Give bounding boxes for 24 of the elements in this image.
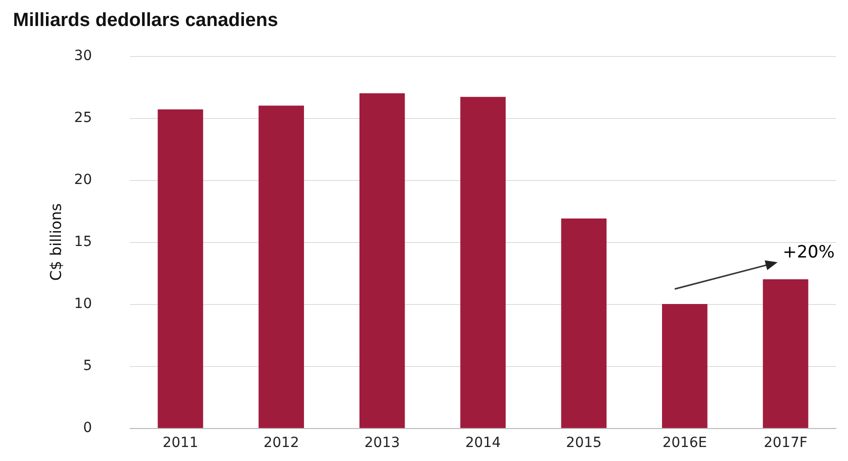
y-tick-label: 30 (74, 48, 92, 64)
bar (258, 106, 304, 428)
x-tick-label: 2014 (465, 435, 501, 451)
x-tick-label: 2011 (162, 435, 198, 451)
x-tick-label: 2013 (364, 435, 400, 451)
y-axis-title: C$ billions (46, 203, 65, 281)
y-tick-label: 15 (74, 234, 92, 250)
bar (662, 304, 708, 428)
y-tick-label: 0 (83, 420, 92, 436)
bar (762, 279, 808, 428)
bar (561, 218, 607, 428)
y-tick-label: 5 (83, 358, 92, 374)
x-tick-label: 2015 (566, 435, 602, 451)
bar (158, 109, 204, 428)
x-tick-label: 2016E (662, 435, 707, 451)
y-tick-label: 10 (74, 296, 92, 312)
bar (359, 93, 405, 428)
bar (460, 96, 506, 428)
y-tick-label: 20 (74, 172, 92, 188)
chart-title: Milliards dedollars canadiens (13, 10, 278, 31)
annotation: +20% (782, 242, 835, 263)
x-tick-label: 2017F (764, 435, 808, 451)
y-tick-label: 25 (74, 110, 92, 126)
x-tick-label: 2012 (263, 435, 300, 451)
